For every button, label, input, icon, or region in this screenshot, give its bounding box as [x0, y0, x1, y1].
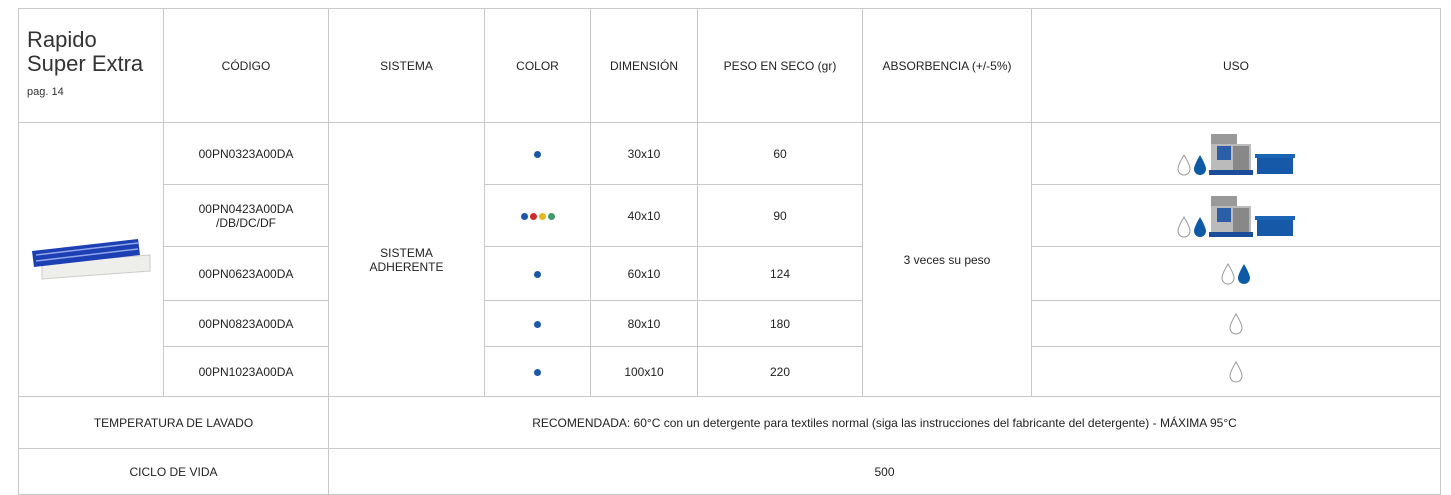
dimension: 100x10 — [590, 346, 698, 397]
uso-cell — [1031, 184, 1441, 247]
sistema: SISTEMA ADHERENTE — [328, 122, 485, 397]
product-image — [32, 239, 151, 280]
column-header: COLOR — [484, 8, 591, 123]
drop-outline-icon — [1229, 361, 1243, 382]
drop-icon — [1238, 263, 1250, 284]
drop-outline-icon — [1177, 154, 1191, 175]
absorbencia: 3 veces su peso — [862, 122, 1032, 397]
dimension: 80x10 — [590, 300, 698, 347]
color-cell — [484, 246, 591, 301]
dimension: 30x10 — [590, 122, 698, 185]
peso: 180 — [697, 300, 863, 347]
drop-outline-icon — [1221, 263, 1235, 284]
color-cell — [484, 122, 591, 185]
machine-icon — [1209, 133, 1253, 175]
color-dot — [534, 368, 541, 376]
color-dot — [538, 212, 546, 220]
color-dot — [534, 270, 541, 278]
product-title: Rapido Super Extra — [27, 26, 144, 76]
column-header: DIMENSIÓN — [590, 8, 698, 123]
peso: 60 — [697, 122, 863, 185]
column-header: CÓDIGO — [163, 8, 329, 123]
machine-icon — [1209, 195, 1253, 237]
bucket-icon — [1255, 153, 1295, 174]
column-header: SISTEMA — [328, 8, 485, 123]
ciclo-label: CICLO DE VIDA — [18, 448, 329, 495]
page-ref: pag. 14 — [27, 85, 64, 98]
codigo: 00PN0423A00DA /DB/DC/DF — [163, 184, 329, 247]
dimension: 60x10 — [590, 246, 698, 301]
column-header: PESO EN SECO (gr) — [697, 8, 863, 123]
drop-icon — [1194, 154, 1206, 175]
product-table: Rapido Super Extra pag. 14 CÓDIGO SISTEM… — [18, 8, 1441, 495]
drop-outline-icon — [1177, 216, 1191, 237]
product-image-cell — [18, 122, 164, 397]
temperatura-value: RECOMENDADA: 60°C con un detergente para… — [328, 396, 1441, 449]
color-dot — [534, 320, 541, 328]
ciclo-value: 500 — [328, 448, 1441, 495]
uso-cell — [1031, 122, 1441, 185]
color-cell — [484, 184, 591, 247]
drop-icon — [1194, 216, 1206, 237]
uso-cell — [1031, 300, 1441, 347]
uso-cell — [1031, 346, 1441, 397]
product-title-cell: Rapido Super Extra pag. 14 — [18, 8, 164, 123]
uso-cell — [1031, 246, 1441, 301]
column-header: ABSORBENCIA (+/-5%) — [862, 8, 1032, 123]
color-dot — [547, 212, 555, 220]
temperatura-label: TEMPERATURA DE LAVADO — [18, 396, 329, 449]
column-header: USO — [1031, 8, 1441, 123]
dimension: 40x10 — [590, 184, 698, 247]
codigo: 00PN1023A00DA — [163, 346, 329, 397]
drop-outline-icon — [1229, 313, 1243, 334]
codigo: 00PN0623A00DA — [163, 246, 329, 301]
color-dot — [534, 150, 541, 158]
peso: 220 — [697, 346, 863, 397]
peso: 90 — [697, 184, 863, 247]
codigo: 00PN0323A00DA — [163, 122, 329, 185]
color-cell — [484, 346, 591, 397]
color-dot — [520, 212, 528, 220]
peso: 124 — [697, 246, 863, 301]
bucket-icon — [1255, 215, 1295, 236]
codigo: 00PN0823A00DA — [163, 300, 329, 347]
color-cell — [484, 300, 591, 347]
color-dot — [529, 212, 537, 220]
